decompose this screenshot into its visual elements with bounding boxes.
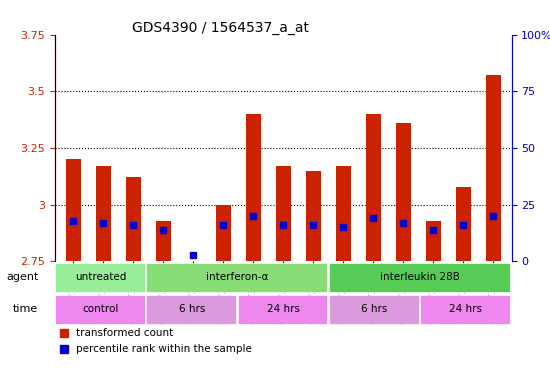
Text: 6 hrs: 6 hrs xyxy=(179,304,205,314)
Bar xyxy=(246,114,261,262)
FancyBboxPatch shape xyxy=(329,263,510,292)
Bar xyxy=(156,220,170,262)
FancyBboxPatch shape xyxy=(420,295,510,324)
Text: untreated: untreated xyxy=(75,272,127,282)
Bar xyxy=(306,170,321,262)
Text: interferon-α: interferon-α xyxy=(206,272,269,282)
Bar xyxy=(216,205,230,262)
Text: GDS4390 / 1564537_a_at: GDS4390 / 1564537_a_at xyxy=(131,21,309,35)
Text: time: time xyxy=(13,304,39,314)
Bar xyxy=(96,166,111,262)
Bar xyxy=(65,159,80,262)
Bar xyxy=(396,123,411,262)
Text: transformed count: transformed count xyxy=(75,328,173,338)
Text: percentile rank within the sample: percentile rank within the sample xyxy=(75,344,251,354)
Text: control: control xyxy=(82,304,119,314)
FancyBboxPatch shape xyxy=(146,263,327,292)
FancyBboxPatch shape xyxy=(55,295,145,324)
FancyBboxPatch shape xyxy=(146,295,236,324)
FancyBboxPatch shape xyxy=(238,295,327,324)
Bar xyxy=(366,114,381,262)
Bar xyxy=(456,187,471,262)
Bar xyxy=(426,220,441,262)
Bar xyxy=(336,166,351,262)
Text: interleukin 28B: interleukin 28B xyxy=(380,272,460,282)
Text: 24 hrs: 24 hrs xyxy=(267,304,300,314)
Bar xyxy=(276,166,291,262)
Text: 6 hrs: 6 hrs xyxy=(361,304,388,314)
FancyBboxPatch shape xyxy=(329,295,419,324)
FancyBboxPatch shape xyxy=(55,263,145,292)
Bar xyxy=(125,177,141,262)
Bar xyxy=(486,75,501,262)
Text: 24 hrs: 24 hrs xyxy=(449,304,482,314)
Text: agent: agent xyxy=(6,272,38,282)
